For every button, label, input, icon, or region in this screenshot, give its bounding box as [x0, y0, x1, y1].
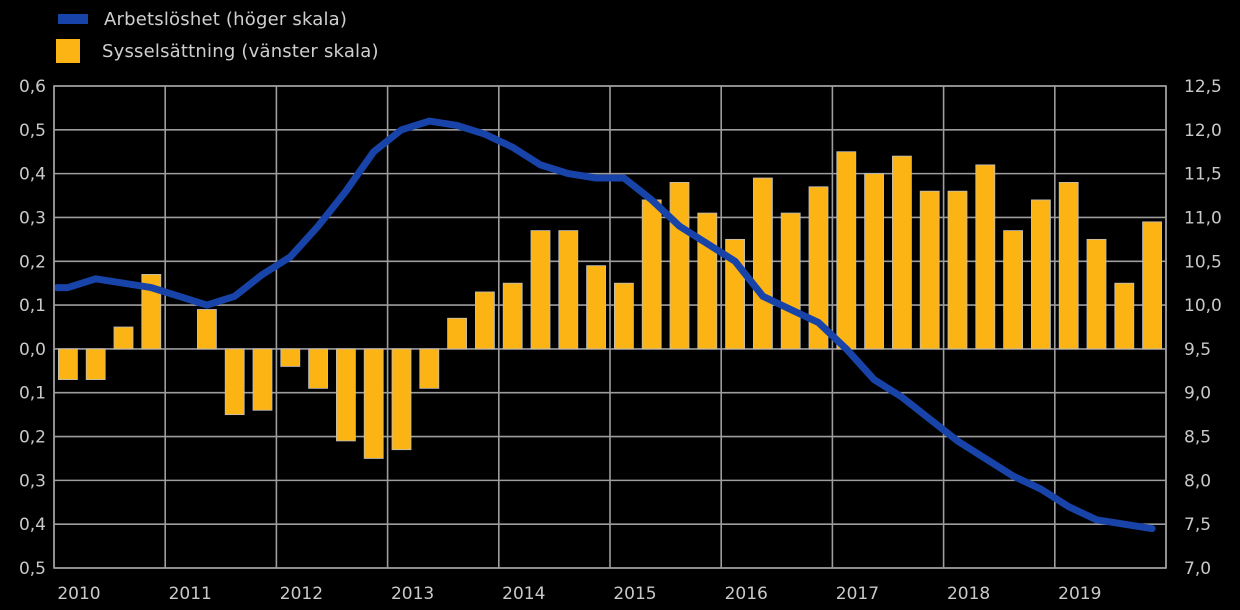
line-series-swatch-icon [58, 14, 88, 24]
employment-bar [474, 291, 495, 350]
x-axis-year-label: 2015 [613, 584, 656, 604]
employment-bar [558, 230, 579, 350]
employment-bar [363, 348, 384, 459]
employment-bar [530, 230, 551, 350]
left-axis-tick: 0,2 [19, 428, 46, 448]
legend-label-unemployment: Arbetslöshet (höger skala) [104, 8, 348, 30]
employment-bar [753, 177, 773, 350]
legend: Arbetslöshet (höger skala) Sysselsättnin… [56, 6, 379, 64]
right-axis-tick: 11,5 [1184, 165, 1222, 185]
right-axis-tick: 11,0 [1184, 208, 1222, 228]
legend-item-unemployment: Arbetslöshet (höger skala) [58, 6, 379, 32]
employment-bar [614, 282, 634, 350]
employment-bar [1142, 221, 1162, 350]
employment-bar [1086, 238, 1107, 350]
right-axis-tick: 7,0 [1184, 559, 1211, 579]
employment-bar [669, 181, 690, 350]
x-axis-year-label: 2016 [725, 584, 768, 604]
employment-bar [1114, 282, 1135, 350]
right-axis-tick: 12,5 [1184, 77, 1222, 97]
legend-item-employment: Sysselsättning (vänster skala) [56, 38, 379, 64]
x-axis-year-label: 2013 [391, 584, 434, 604]
employment-bar [697, 212, 718, 350]
employment-bar [780, 212, 801, 350]
employment-bar [947, 190, 968, 350]
x-axis-year-label: 2017 [836, 584, 879, 604]
x-axis-year-label: 2014 [502, 584, 545, 604]
right-axis-tick: 10,0 [1184, 296, 1222, 316]
employment-bar [808, 186, 829, 350]
left-axis-tick: 0,5 [19, 121, 46, 141]
x-axis-year-label: 2011 [169, 584, 212, 604]
employment-bar [1058, 181, 1079, 350]
employment-bar [391, 348, 412, 451]
x-axis-year-label: 2012 [280, 584, 323, 604]
employment-bar [836, 151, 857, 350]
right-axis-tick: 9,0 [1184, 384, 1211, 404]
employment-bar [975, 164, 996, 350]
employment-bar [335, 348, 356, 442]
left-axis-tick: 0,1 [19, 296, 46, 316]
employment-bar [502, 282, 523, 350]
employment-bar [280, 348, 301, 367]
employment-bar [85, 348, 106, 380]
left-axis-tick: 0,1 [19, 384, 46, 404]
employment-bar [919, 190, 940, 350]
right-axis-tick: 12,0 [1184, 121, 1222, 141]
plot-border [53, 85, 1167, 569]
unemployment-line [53, 117, 1156, 533]
right-axis-tick: 10,5 [1184, 252, 1222, 272]
x-axis-year-label: 2010 [57, 584, 100, 604]
left-axis-tick: 0,3 [19, 208, 46, 228]
x-axis-year-label: 2018 [947, 584, 990, 604]
left-axis-tick: 0,5 [19, 559, 46, 579]
employment-bar [641, 199, 662, 350]
right-axis-tick: 8,0 [1184, 471, 1211, 491]
employment-bar [224, 348, 245, 416]
employment-bar [141, 274, 162, 350]
legend-label-employment: Sysselsättning (vänster skala) [102, 40, 379, 62]
employment-bar [419, 348, 440, 389]
employment-bar [1031, 199, 1051, 350]
employment-bar [447, 317, 468, 350]
employment-bar [864, 173, 884, 350]
employment-bar [252, 348, 273, 411]
employment-bar [58, 348, 78, 380]
employment-bar [196, 309, 217, 350]
right-axis-tick: 7,5 [1184, 515, 1211, 535]
x-axis-year-label: 2019 [1058, 584, 1101, 604]
right-axis-tick: 8,5 [1184, 428, 1211, 448]
left-axis-tick: 0,2 [19, 252, 46, 272]
employment-bar [892, 155, 912, 350]
left-axis-tick: 0,3 [19, 471, 46, 491]
right-axis-tick: 9,5 [1184, 340, 1211, 360]
employment-bar [113, 326, 134, 350]
left-axis-tick: 0,6 [19, 77, 46, 97]
employment-bar [308, 348, 329, 389]
left-axis-tick: 0,0 [19, 340, 46, 360]
left-axis-tick: 0,4 [19, 165, 46, 185]
bar-series-swatch-icon [56, 39, 80, 63]
left-axis-tick: 0,4 [19, 515, 46, 535]
employment-bar [586, 265, 606, 350]
employment-bar [1003, 230, 1023, 350]
